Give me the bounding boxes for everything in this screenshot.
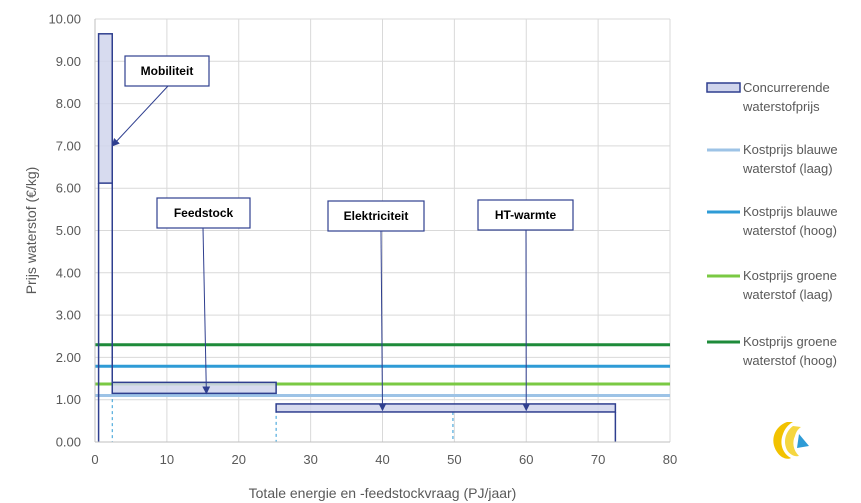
legend: Concurrerende waterstofprijs Kostprijs bla…: [706, 80, 838, 368]
x-tick-label: 80: [663, 452, 677, 467]
y-tick-label: 6.00: [56, 181, 81, 196]
legend-label: Kostprijs groene: [743, 268, 837, 283]
price-bar: [111, 381, 277, 395]
callout-label: Mobiliteit: [141, 64, 194, 78]
legend-label: waterstof (hoog): [742, 223, 837, 238]
legend-label: Kostprijs blauwe: [743, 142, 838, 157]
x-tick-label: 20: [232, 452, 246, 467]
callout-arrow: [378, 230, 387, 412]
callout-box: [124, 55, 210, 87]
callout-box: [156, 197, 251, 229]
grid: [94, 18, 671, 443]
legend-label: waterstof (laag): [742, 161, 833, 176]
x-tick-label: 30: [303, 452, 317, 467]
logo: [773, 422, 809, 459]
callout-label: Elektriciteit: [344, 209, 409, 223]
legend-label: waterstof (laag): [742, 287, 833, 302]
legend-label: waterstof (hoog): [742, 353, 837, 368]
x-tick-label: 70: [591, 452, 605, 467]
x-tick-label: 60: [519, 452, 533, 467]
x-tick-label: 10: [160, 452, 174, 467]
y-axis-title: Prijs waterstof (€/kg): [23, 167, 39, 295]
callout-box: [477, 199, 574, 231]
x-axis-title: Totale energie en -feedstockvraag (PJ/ja…: [249, 485, 517, 501]
callout-box: [327, 200, 425, 232]
legend-swatch: [706, 82, 741, 93]
callout-arrow: [111, 85, 169, 147]
y-tick-label: 0.00: [56, 435, 81, 450]
price-bar: [97, 33, 113, 184]
x-tick-label: 0: [91, 452, 98, 467]
y-tick-label: 8.00: [56, 96, 81, 111]
y-tick-label: 2.00: [56, 350, 81, 365]
axes: 0 10 20 30 40 50 60 70 80 0.00 1.00 2.00 3.00 4.00 5.0…: [23, 12, 677, 502]
legend-label: Kostprijs blauwe: [743, 204, 838, 219]
y-tick-label: 5.00: [56, 223, 81, 238]
price-bars: [97, 33, 617, 442]
legend-label: waterstofprijs: [742, 99, 820, 114]
x-tick-label: 50: [447, 452, 461, 467]
y-tick-label: 1.00: [56, 392, 81, 407]
callout-label: Feedstock: [174, 206, 234, 220]
legend-label: Kostprijs groene: [743, 334, 837, 349]
y-tick-label: 7.00: [56, 138, 81, 153]
y-tick-label: 3.00: [56, 308, 81, 323]
y-tick-label: 10.00: [48, 12, 81, 27]
x-tick-label: 40: [375, 452, 389, 467]
callout-arrow: [202, 227, 211, 395]
y-tick-label: 9.00: [56, 54, 81, 69]
y-tick-label: 4.00: [56, 265, 81, 280]
price-bar: [275, 403, 617, 413]
annotations: Mobiliteit Feedstock Elektriciteit HT-warmt…: [111, 55, 574, 412]
legend-label: Concurrerende: [743, 80, 830, 95]
callout-label: HT-warmte: [495, 208, 557, 222]
